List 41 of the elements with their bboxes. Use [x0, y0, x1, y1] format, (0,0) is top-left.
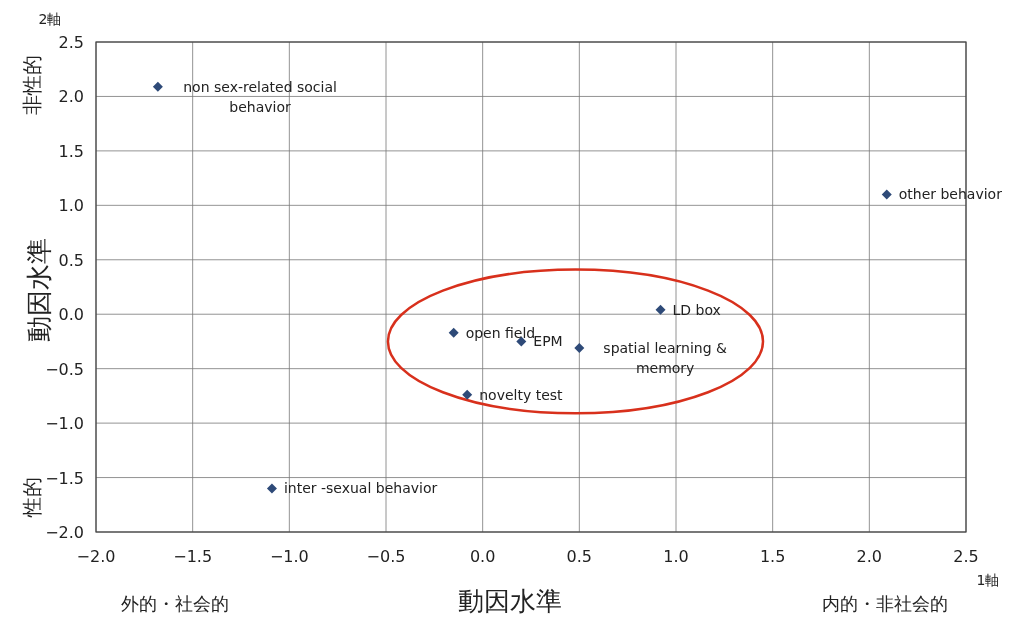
text: 性的: [19, 477, 44, 518]
y-tick-label: 0.0: [58, 305, 84, 325]
y-axis-title: 動因水準: [23, 238, 54, 342]
x-tick-label: −2.0: [76, 547, 116, 566]
y-tick-label: −2.0: [45, 523, 84, 542]
point: [881, 189, 892, 200]
x-tick-label: 2.5: [953, 547, 979, 566]
x-tick-label: 1.0: [663, 547, 689, 566]
x-tick-label: −0.5: [366, 547, 406, 566]
y-tick-label: −1.0: [45, 414, 84, 434]
y-tick-label: 1.0: [58, 196, 84, 216]
x-tick-label: −1.0: [269, 547, 309, 566]
x-tick-label: 1.5: [759, 547, 786, 566]
y-tick-label: 0.5: [58, 250, 84, 270]
text: 内的・非社会的: [822, 593, 948, 614]
point: [266, 483, 277, 494]
point: [574, 342, 585, 353]
annotation: novelty test: [479, 386, 564, 403]
y-tick-label: 2.5: [58, 33, 84, 52]
y-tick-label: −0.5: [45, 359, 84, 379]
x-tick-label: 2.0: [856, 547, 883, 566]
annotation: spatial learning & memory: [603, 339, 727, 376]
point: [448, 327, 459, 338]
y-tick-label: 1.5: [58, 141, 84, 161]
annotation: EPM: [533, 333, 563, 350]
text: 1軸: [976, 572, 1000, 588]
text: 2軸: [38, 11, 62, 27]
x-tick-label: 0.0: [469, 547, 496, 566]
annotation: non sex-related social behavior: [183, 78, 337, 115]
annotation: LD box: [672, 301, 721, 318]
point: [462, 389, 473, 400]
text: 非性的: [19, 55, 44, 115]
y-tick-label: 2.0: [58, 87, 84, 107]
annotation: inter -sexual behavior: [283, 480, 438, 497]
x-axis-title: 動因水準: [458, 586, 562, 616]
y-tick-label: −1.5: [45, 468, 84, 488]
point: [655, 304, 666, 315]
text: 外的・社会的: [121, 593, 229, 614]
point: [152, 81, 163, 92]
x-tick-label: 0.5: [566, 547, 593, 566]
x-tick-label: −1.5: [173, 547, 213, 566]
